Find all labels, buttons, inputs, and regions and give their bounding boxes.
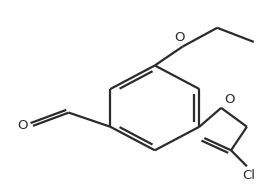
Text: O: O — [224, 93, 235, 106]
Text: O: O — [174, 31, 185, 44]
Text: Cl: Cl — [242, 169, 255, 182]
Text: O: O — [18, 119, 28, 132]
